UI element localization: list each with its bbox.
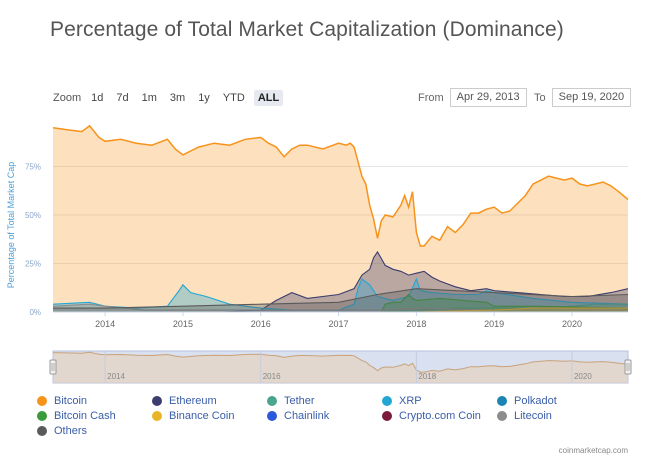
legend-dot-icon [152,411,162,421]
x-tick-label: 2020 [562,319,582,329]
series-area-bitcoin [53,125,628,312]
zoom-button-1m[interactable]: 1m [141,92,157,104]
legend-item-chainlink[interactable]: Chainlink [267,410,329,422]
series-line-xrp [52,277,629,311]
y-tick-label: 25% [25,260,41,269]
legend-dot-icon [37,396,47,406]
navigator-tick-label: 2014 [107,372,125,381]
navigator-tick-label: 2020 [574,372,592,381]
x-tick-label: 2015 [173,319,193,329]
legend-item-xrp[interactable]: XRP [382,395,422,407]
zoom-button-1d[interactable]: 1d [91,92,104,104]
legend-item-polkadot[interactable]: Polkadot [497,395,557,407]
legend-label: Chainlink [284,410,330,422]
zoom-button-ytd[interactable]: YTD [222,92,245,104]
legend-item-bitcoin-cash[interactable]: Bitcoin Cash [37,410,116,422]
range-from: From Apr 29, 2013 [418,88,527,107]
series-line-bitcoin-cash [53,293,629,313]
legend-item-others[interactable]: Others [37,425,87,437]
legend-dot-icon [37,426,47,436]
legend-label: XRP [399,395,422,407]
zoom-label: Zoom [53,92,82,104]
series-area-bitcoin-cash [53,294,628,312]
to-date-input[interactable]: Sep 19, 2020 [551,88,632,107]
series-line-others [53,288,629,309]
x-tick-label: 2018 [406,319,426,329]
legend-dot-icon [382,396,392,406]
legend-dot-icon [497,396,507,406]
legend-label: Litecoin [514,410,552,422]
series-line-bitcoin [52,124,629,247]
x-tick-label: 2019 [484,319,504,329]
navigator-tick-label: 2016 [263,372,281,381]
legend-label: Crypto.com Coin [399,410,481,422]
legend-item-ethereum[interactable]: Ethereum [152,395,217,407]
zoom-bar: Zoom 1d 7d 1m 3m 1y YTD ALL [53,89,288,107]
legend-dot-icon [382,411,392,421]
legend-dot-icon [267,411,277,421]
navigator-area [53,352,628,383]
series-area-ethereum [53,251,628,312]
legend-label: Others [54,425,88,437]
zoom-button-7d[interactable]: 7d [116,92,129,104]
legend-dot-icon [152,396,162,406]
series-area-binance-coin [53,308,628,312]
legend-item-binance-coin[interactable]: Binance Coin [152,410,234,422]
legend-label: Bitcoin Cash [54,410,116,422]
navigator-line [52,351,629,373]
x-tick-label: 2017 [329,319,349,329]
legend-item-litecoin[interactable]: Litecoin [497,410,552,422]
x-tick-label: 2014 [95,319,115,329]
zoom-button-3m[interactable]: 3m [169,92,186,104]
y-tick-label: 75% [25,163,41,172]
legend-item-bitcoin[interactable]: Bitcoin [37,395,87,407]
legend-dot-icon [267,396,277,406]
series-area-xrp [53,279,628,312]
series-line-ethereum [53,250,629,313]
legend-dot-icon [37,411,47,421]
from-date-input[interactable]: Apr 29, 2013 [449,88,527,107]
legend-label: Ethereum [169,395,217,407]
legend-dot-icon [497,411,507,421]
legend-item-crypto-com-coin[interactable]: Crypto.com Coin [382,410,481,422]
navigator-left-handle[interactable] [49,359,57,375]
credit: coinmarketcap.com [558,446,628,455]
legend-label: Bitcoin [54,395,88,407]
range-to: To Sep 19, 2020 [534,88,632,107]
y-tick-label: 50% [25,211,41,220]
y-axis-label: Percentage of Total Market Cap [6,162,16,288]
zoom-button-1y[interactable]: 1y [198,92,210,104]
navigator-tick-label: 2018 [418,372,436,381]
from-label: From [418,91,444,104]
legend-label: Tether [284,395,315,407]
chart-title: Percentage of Total Market Capitalizatio… [50,18,564,41]
series-line-tether [53,303,628,313]
to-label: To [534,91,546,104]
legend-label: Polkadot [514,395,557,407]
y-tick-label: 0% [29,308,41,317]
navigator-right-handle[interactable] [624,359,632,375]
x-tick-label: 2016 [251,319,271,329]
zoom-button-all[interactable]: ALL [253,90,284,106]
zoom-buttons: 1d 7d 1m 3m 1y YTD ALL [87,90,288,106]
legend-label: Binance Coin [169,410,235,422]
legend-item-tether[interactable]: Tether [267,395,315,407]
